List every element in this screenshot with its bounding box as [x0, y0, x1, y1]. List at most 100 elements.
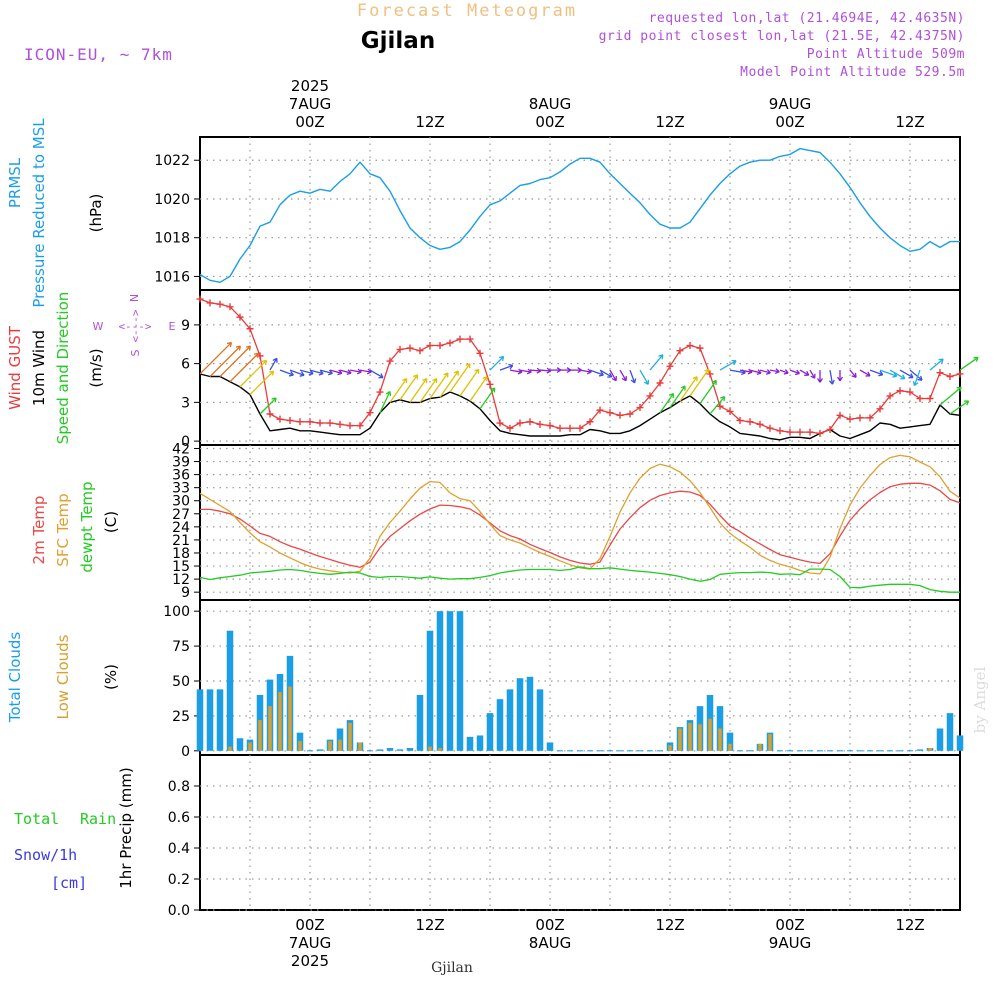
total-cloud-bar	[506, 689, 514, 751]
gust-marker	[926, 395, 934, 402]
pressure-line	[199, 147, 960, 283]
gust-marker	[936, 369, 944, 377]
wind-arrow	[419, 378, 438, 403]
compass-w: W	[93, 320, 104, 333]
wind-arrow	[909, 369, 923, 381]
legend-total: Total	[14, 810, 59, 828]
wind-panel: 0 3 6 9 Wind GUST 10m Wind Speed and Direction…	[6, 289, 979, 450]
compass-s: S	[129, 349, 142, 356]
wind-arrow	[849, 369, 857, 378]
wind-arrow	[539, 369, 551, 372]
gust-marker	[366, 409, 374, 417]
gust-marker	[786, 428, 794, 436]
wind-arrowhead	[964, 400, 970, 406]
wind-arrow	[269, 357, 278, 371]
y-tick-label: 42	[172, 441, 190, 457]
top-time-label: 7AUG	[289, 95, 331, 113]
y-tick-label: 0.2	[168, 872, 190, 888]
wind-arrow	[359, 369, 372, 373]
gust-marker	[916, 395, 924, 402]
wind-arrowhead	[756, 369, 762, 376]
wind-arrowhead	[598, 371, 604, 377]
y-tick-label: 1022	[154, 153, 190, 169]
wind-arrow	[749, 369, 762, 374]
model-altitude: Model Point Altitude 529.5m	[740, 65, 965, 80]
gust-marker	[406, 344, 414, 352]
y-tick-label: 0.8	[168, 779, 190, 795]
gust-marker	[746, 418, 754, 426]
wind-arrowhead	[720, 395, 726, 402]
gust-marker	[606, 409, 614, 417]
precip-panel: 0.0 0.2 0.4 0.6 0.8 1hr Precip (mm) Total RainS…	[14, 754, 961, 919]
gust-marker	[266, 410, 274, 418]
pressure-frame	[199, 136, 961, 291]
wind-label-10m: 10m Wind	[30, 330, 48, 406]
temp-label-sfc: SFC Temp	[54, 493, 72, 566]
gust-marker	[906, 388, 914, 396]
low-cloud-bar	[288, 686, 292, 751]
total-cloud-bar	[456, 611, 464, 751]
total-cloud-bar	[196, 689, 204, 751]
wind-arrow	[689, 368, 710, 397]
wind-arrow	[579, 369, 592, 373]
low-cloud-bar	[728, 743, 732, 751]
total-cloud-bar	[386, 748, 394, 751]
total-cloud-bar	[226, 630, 234, 751]
wind-arrowhead	[900, 374, 906, 380]
total-cloud-bar	[426, 630, 434, 751]
wind-arrowhead	[917, 375, 923, 381]
watermark: by Angel	[971, 666, 989, 733]
wind-arrowhead	[482, 376, 488, 382]
wind-arrowhead	[810, 373, 816, 379]
wind-arrow	[639, 369, 649, 385]
top-time-label: 00Z	[535, 113, 564, 131]
y-tick-label: 0.4	[168, 841, 190, 857]
gust-marker	[716, 402, 724, 410]
wind-arrow	[339, 369, 352, 374]
y-tick-label: 24	[172, 520, 190, 536]
wind-arrowhead	[271, 397, 277, 403]
wind-arrow	[369, 369, 384, 379]
wind-arrow	[309, 369, 324, 375]
gust-marker	[246, 325, 254, 333]
wind-arrowhead	[956, 386, 962, 392]
gust-marker	[346, 422, 354, 430]
wind-arrowhead	[245, 345, 252, 351]
gust-marker	[776, 427, 784, 435]
gust-marker	[956, 370, 964, 378]
wind-speed-line	[199, 373, 961, 441]
wind-arrow	[789, 369, 800, 375]
wind-arrow	[859, 369, 871, 377]
y-tick-label: 0.0	[168, 903, 190, 919]
wind-arrow	[913, 369, 921, 386]
low-cloud-bar	[278, 692, 282, 751]
total-cloud-bar	[206, 689, 214, 751]
bottom-time-label: 12Z	[895, 916, 924, 934]
wind-arrowhead	[337, 369, 343, 376]
gust-marker	[306, 418, 314, 426]
low-cloud-bar	[698, 724, 702, 751]
wind-arrow	[759, 369, 771, 374]
wind-arrow	[399, 374, 418, 401]
wind-arrow	[589, 369, 604, 376]
gust-marker	[706, 370, 714, 378]
gust-marker	[286, 416, 294, 424]
low-cloud-bar	[328, 741, 332, 751]
wind-arrow	[449, 363, 471, 393]
low-cloud-bar	[268, 706, 272, 751]
low-cloud-bar	[358, 742, 362, 751]
wind-arrowhead	[878, 370, 884, 377]
wind-arrow	[469, 376, 488, 402]
gust-marker	[356, 422, 364, 430]
wind-arrowhead	[299, 371, 305, 377]
gust-marker	[196, 295, 204, 303]
gust-marker	[526, 418, 534, 426]
bottom-time-label: 00Z	[775, 916, 804, 934]
top-time-label: 2025	[291, 77, 329, 95]
wind-arrow	[929, 358, 944, 371]
total-cloud-bar	[516, 678, 524, 751]
low-cloud-bar	[668, 745, 672, 751]
wind-arrowhead	[828, 379, 835, 385]
